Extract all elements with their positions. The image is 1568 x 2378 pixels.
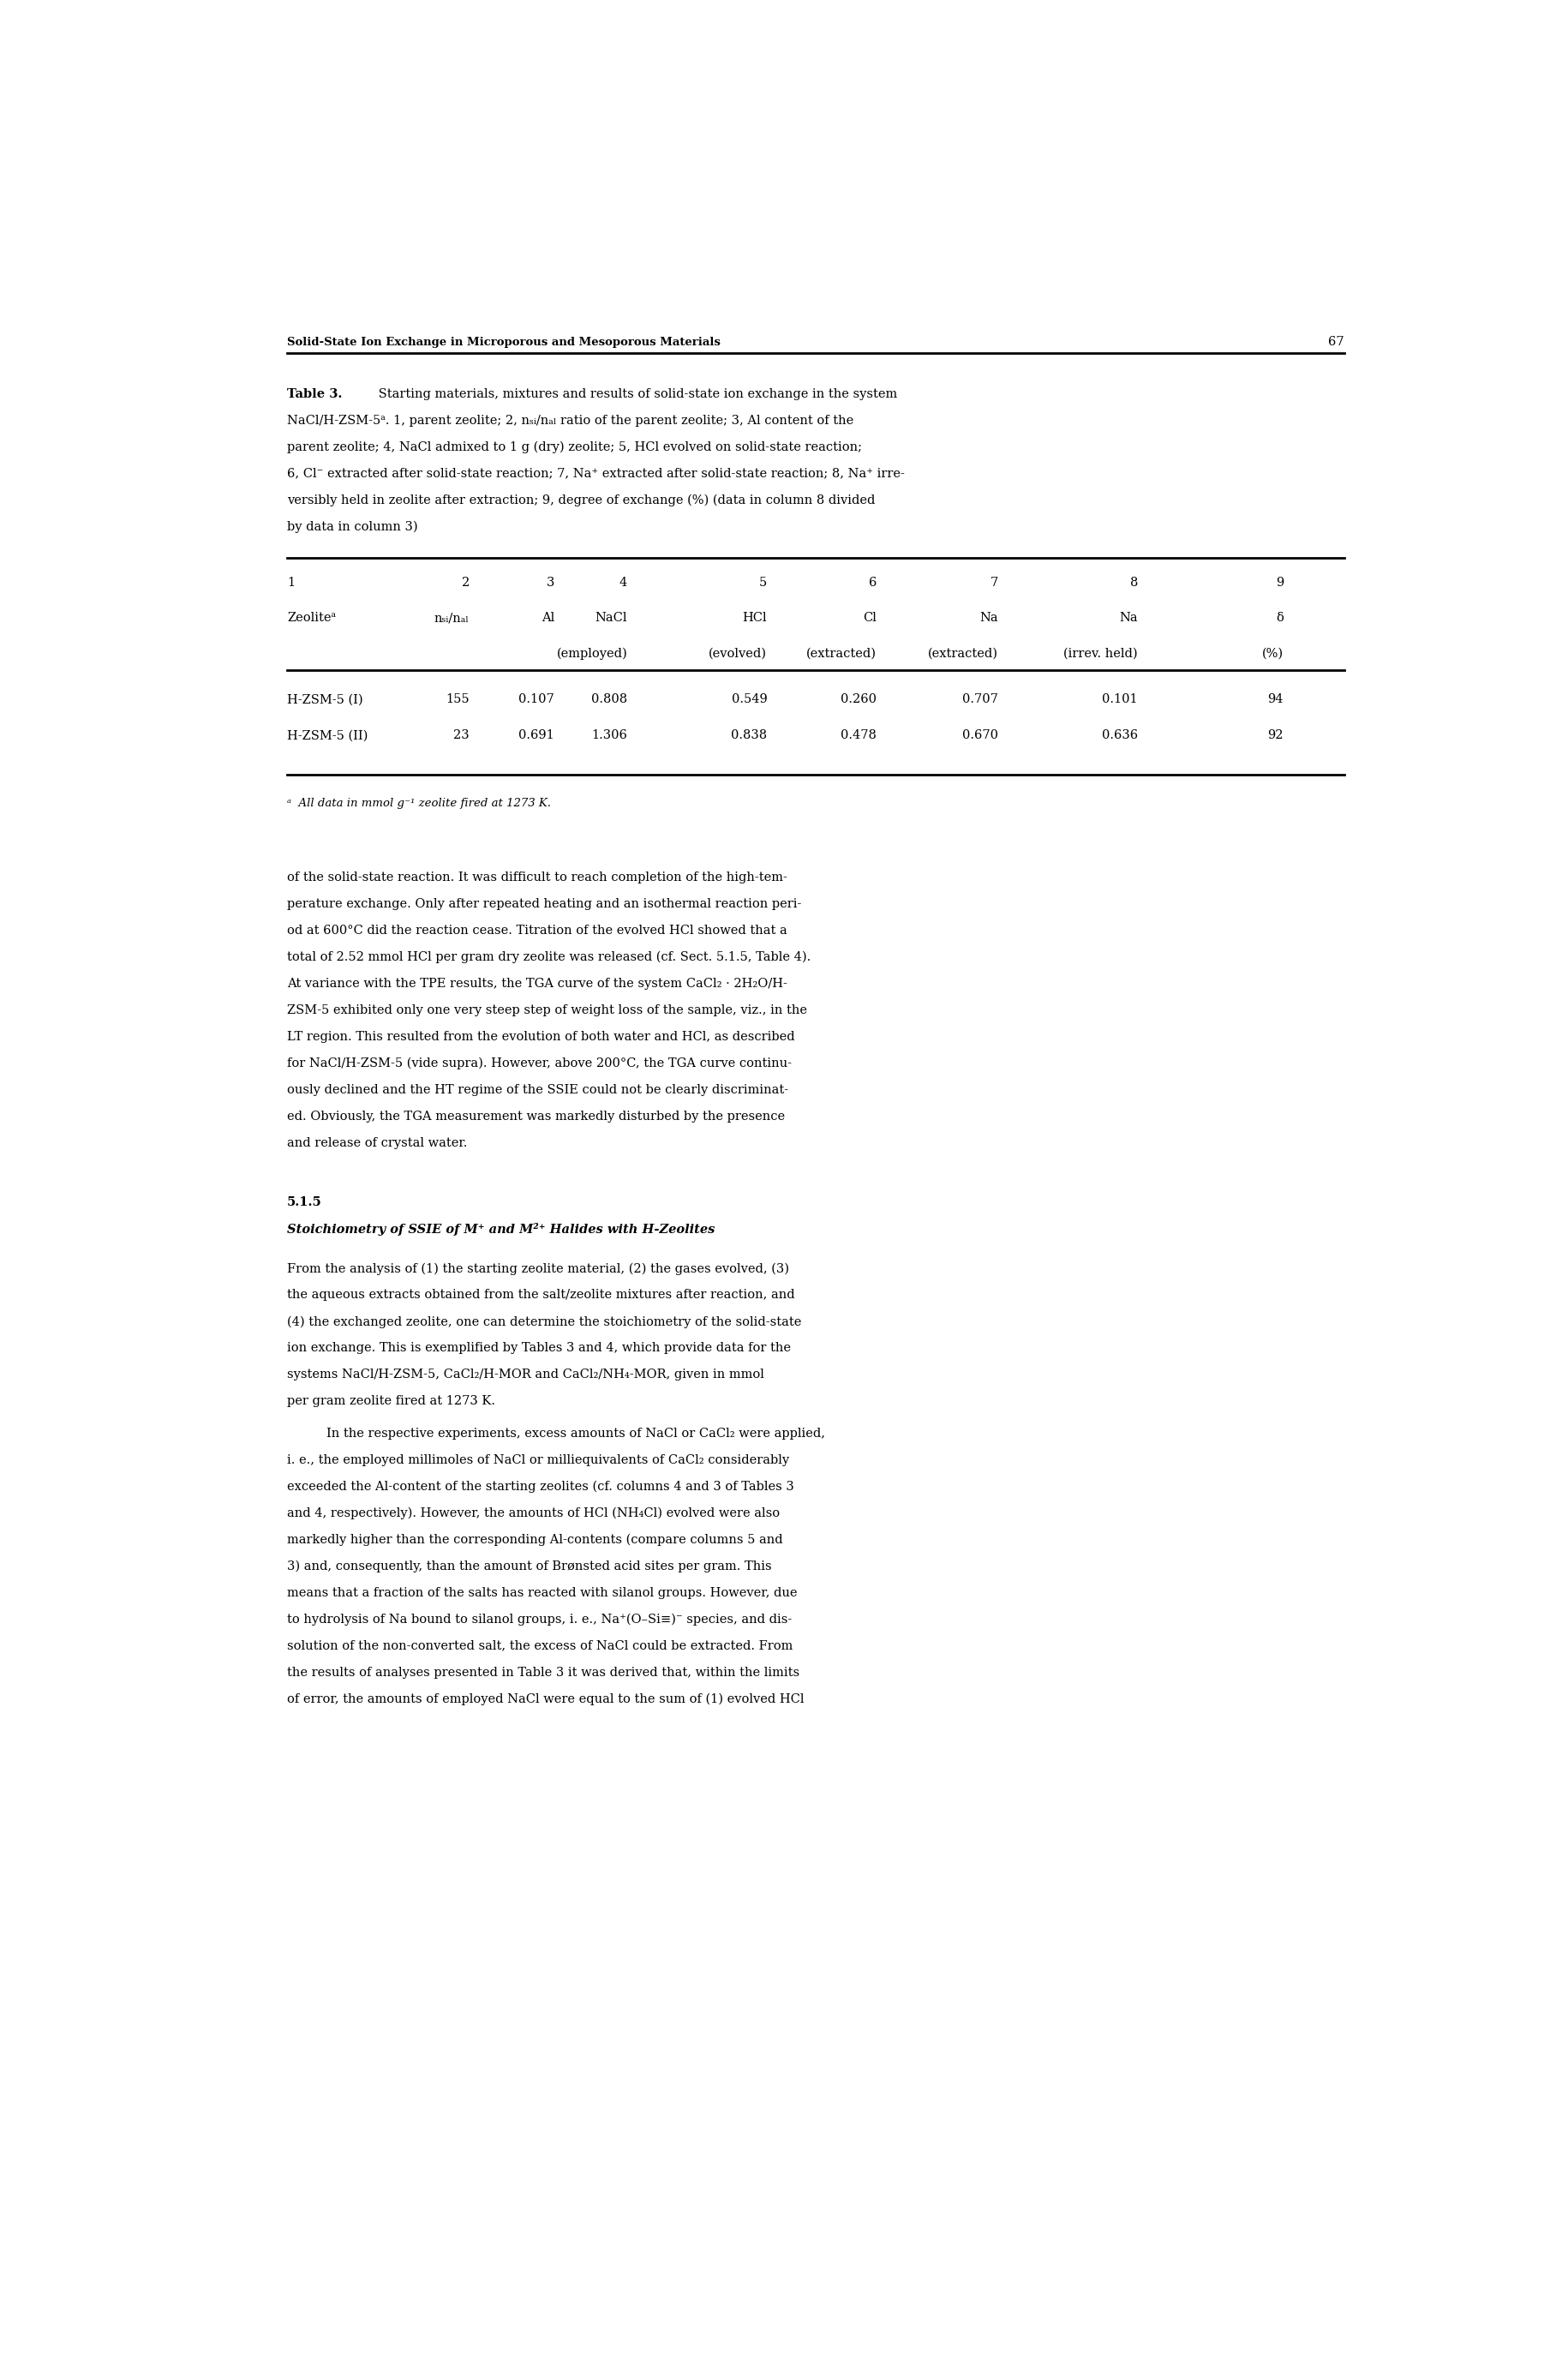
- Text: Cl: Cl: [862, 611, 877, 623]
- Text: 5.1.5: 5.1.5: [287, 1196, 321, 1208]
- Text: Na: Na: [1120, 611, 1138, 623]
- Text: 0.670: 0.670: [963, 730, 999, 742]
- Text: 6, Cl⁻ extracted after solid-state reaction; 7, Na⁺ extracted after solid-state : 6, Cl⁻ extracted after solid-state react…: [287, 468, 905, 480]
- Text: (employed): (employed): [557, 647, 627, 661]
- Text: Na: Na: [980, 611, 999, 623]
- Text: (%): (%): [1262, 647, 1284, 661]
- Text: 2: 2: [461, 575, 469, 587]
- Text: 0.808: 0.808: [591, 694, 627, 706]
- Text: NaCl: NaCl: [596, 611, 627, 623]
- Text: 92: 92: [1269, 730, 1284, 742]
- Text: markedly higher than the corresponding Al-contents (compare columns 5 and: markedly higher than the corresponding A…: [287, 1534, 782, 1546]
- Text: 23: 23: [453, 730, 469, 742]
- Text: total of 2.52 mmol HCl per gram dry zeolite was released (cf. Sect. 5.1.5, Table: total of 2.52 mmol HCl per gram dry zeol…: [287, 951, 811, 963]
- Text: od at 600°C did the reaction cease. Titration of the evolved HCl showed that a: od at 600°C did the reaction cease. Titr…: [287, 925, 787, 937]
- Text: parent zeolite; 4, NaCl admixed to 1 g (dry) zeolite; 5, HCl evolved on solid-st: parent zeolite; 4, NaCl admixed to 1 g (…: [287, 440, 862, 454]
- Text: versibly held in zeolite after extraction; 9, degree of exchange (%) (data in co: versibly held in zeolite after extractio…: [287, 495, 875, 507]
- Text: the results of analyses presented in Table 3 it was derived that, within the lim: the results of analyses presented in Tab…: [287, 1667, 800, 1679]
- Text: 0.549: 0.549: [731, 694, 767, 706]
- Text: 4: 4: [619, 575, 627, 587]
- Text: 0.707: 0.707: [963, 694, 999, 706]
- Text: 9: 9: [1276, 575, 1284, 587]
- Text: H-ZSM-5 (I): H-ZSM-5 (I): [287, 694, 364, 706]
- Text: (irrev. held): (irrev. held): [1063, 647, 1138, 661]
- Text: 6: 6: [869, 575, 877, 587]
- Text: Table 3.: Table 3.: [287, 388, 342, 400]
- Text: (4) the exchanged zeolite, one can determine the stoichiometry of the solid-stat: (4) the exchanged zeolite, one can deter…: [287, 1315, 801, 1329]
- Text: NaCl/H-ZSM-5ᵃ. 1, parent zeolite; 2, nₛᵢ/nₐₗ ratio of the parent zeolite; 3, Al : NaCl/H-ZSM-5ᵃ. 1, parent zeolite; 2, nₛᵢ…: [287, 414, 853, 426]
- Text: solution of the non-converted salt, the excess of NaCl could be extracted. From: solution of the non-converted salt, the …: [287, 1641, 793, 1653]
- Text: 0.260: 0.260: [840, 694, 877, 706]
- Text: for NaCl/H-ZSM-5 (vide supra). However, above 200°C, the TGA curve continu-: for NaCl/H-ZSM-5 (vide supra). However, …: [287, 1058, 792, 1070]
- Text: 0.107: 0.107: [519, 694, 555, 706]
- Text: Starting materials, mixtures and results of solid-state ion exchange in the syst: Starting materials, mixtures and results…: [375, 388, 897, 400]
- Text: perature exchange. Only after repeated heating and an isothermal reaction peri-: perature exchange. Only after repeated h…: [287, 899, 801, 911]
- Text: and 4, respectively). However, the amounts of HCl (NH₄Cl) evolved were also: and 4, respectively). However, the amoun…: [287, 1508, 779, 1520]
- Text: ously declined and the HT regime of the SSIE could not be clearly discriminat-: ously declined and the HT regime of the …: [287, 1084, 789, 1096]
- Text: 1: 1: [287, 575, 295, 587]
- Text: 8: 8: [1131, 575, 1138, 587]
- Text: 3: 3: [547, 575, 555, 587]
- Text: In the respective experiments, excess amounts of NaCl or CaCl₂ were applied,: In the respective experiments, excess am…: [326, 1427, 825, 1439]
- Text: From the analysis of (1) the starting zeolite material, (2) the gases evolved, (: From the analysis of (1) the starting ze…: [287, 1263, 789, 1275]
- Text: 0.838: 0.838: [731, 730, 767, 742]
- Text: 0.636: 0.636: [1102, 730, 1138, 742]
- Text: δ: δ: [1276, 611, 1284, 623]
- Text: ᵃ  All data in mmol g⁻¹ zeolite fired at 1273 K.: ᵃ All data in mmol g⁻¹ zeolite fired at …: [287, 799, 550, 809]
- Text: 67: 67: [1328, 335, 1344, 347]
- Text: nₛᵢ/nₐₗ: nₛᵢ/nₐₗ: [434, 611, 469, 623]
- Text: and release of crystal water.: and release of crystal water.: [287, 1137, 467, 1149]
- Text: 5: 5: [759, 575, 767, 587]
- Text: ion exchange. This is exemplified by Tables 3 and 4, which provide data for the: ion exchange. This is exemplified by Tab…: [287, 1341, 790, 1355]
- Text: 7: 7: [989, 575, 999, 587]
- Text: by data in column 3): by data in column 3): [287, 521, 419, 533]
- Text: means that a fraction of the salts has reacted with silanol groups. However, due: means that a fraction of the salts has r…: [287, 1586, 798, 1598]
- Text: 0.691: 0.691: [519, 730, 555, 742]
- Text: (evolved): (evolved): [709, 647, 767, 661]
- Text: of error, the amounts of employed NaCl were equal to the sum of (1) evolved HCl: of error, the amounts of employed NaCl w…: [287, 1693, 804, 1705]
- Text: Zeoliteᵃ: Zeoliteᵃ: [287, 611, 336, 623]
- Text: Al: Al: [541, 611, 555, 623]
- Text: Stoichiometry of SSIE of M⁺ and M²⁺ Halides with H-Zeolites: Stoichiometry of SSIE of M⁺ and M²⁺ Hali…: [287, 1222, 715, 1237]
- Text: (extracted): (extracted): [928, 647, 999, 661]
- Text: 3) and, consequently, than the amount of Brønsted acid sites per gram. This: 3) and, consequently, than the amount of…: [287, 1560, 771, 1572]
- Text: per gram zeolite fired at 1273 K.: per gram zeolite fired at 1273 K.: [287, 1396, 495, 1408]
- Text: to hydrolysis of Na bound to silanol groups, i. e., Na⁺(O–Si≡)⁻ species, and dis: to hydrolysis of Na bound to silanol gro…: [287, 1612, 792, 1627]
- Text: i. e., the employed millimoles of NaCl or milliequivalents of CaCl₂ considerably: i. e., the employed millimoles of NaCl o…: [287, 1453, 789, 1465]
- Text: 155: 155: [445, 694, 469, 706]
- Text: of the solid-state reaction. It was difficult to reach completion of the high-te: of the solid-state reaction. It was diff…: [287, 870, 787, 882]
- Text: ZSM-5 exhibited only one very steep step of weight loss of the sample, viz., in : ZSM-5 exhibited only one very steep step…: [287, 1004, 808, 1015]
- Text: LT region. This resulted from the evolution of both water and HCl, as described: LT region. This resulted from the evolut…: [287, 1030, 795, 1042]
- Text: exceeded the Al-content of the starting zeolites (cf. columns 4 and 3 of Tables : exceeded the Al-content of the starting …: [287, 1481, 793, 1493]
- Text: the aqueous extracts obtained from the salt/zeolite mixtures after reaction, and: the aqueous extracts obtained from the s…: [287, 1289, 795, 1301]
- Text: systems NaCl/H-ZSM-5, CaCl₂/H-MOR and CaCl₂/NH₄-MOR, given in mmol: systems NaCl/H-ZSM-5, CaCl₂/H-MOR and Ca…: [287, 1370, 764, 1382]
- Text: At variance with the TPE results, the TGA curve of the system CaCl₂ · 2H₂O/H-: At variance with the TPE results, the TG…: [287, 977, 787, 989]
- Text: 0.101: 0.101: [1102, 694, 1138, 706]
- Text: 0.478: 0.478: [840, 730, 877, 742]
- Text: 1.306: 1.306: [591, 730, 627, 742]
- Text: ed. Obviously, the TGA measurement was markedly disturbed by the presence: ed. Obviously, the TGA measurement was m…: [287, 1111, 786, 1122]
- Text: H-ZSM-5 (II): H-ZSM-5 (II): [287, 730, 368, 742]
- Text: HCl: HCl: [743, 611, 767, 623]
- Text: 94: 94: [1269, 694, 1284, 706]
- Text: (extracted): (extracted): [806, 647, 877, 661]
- Text: Solid-State Ion Exchange in Microporous and Mesoporous Materials: Solid-State Ion Exchange in Microporous …: [287, 335, 721, 347]
